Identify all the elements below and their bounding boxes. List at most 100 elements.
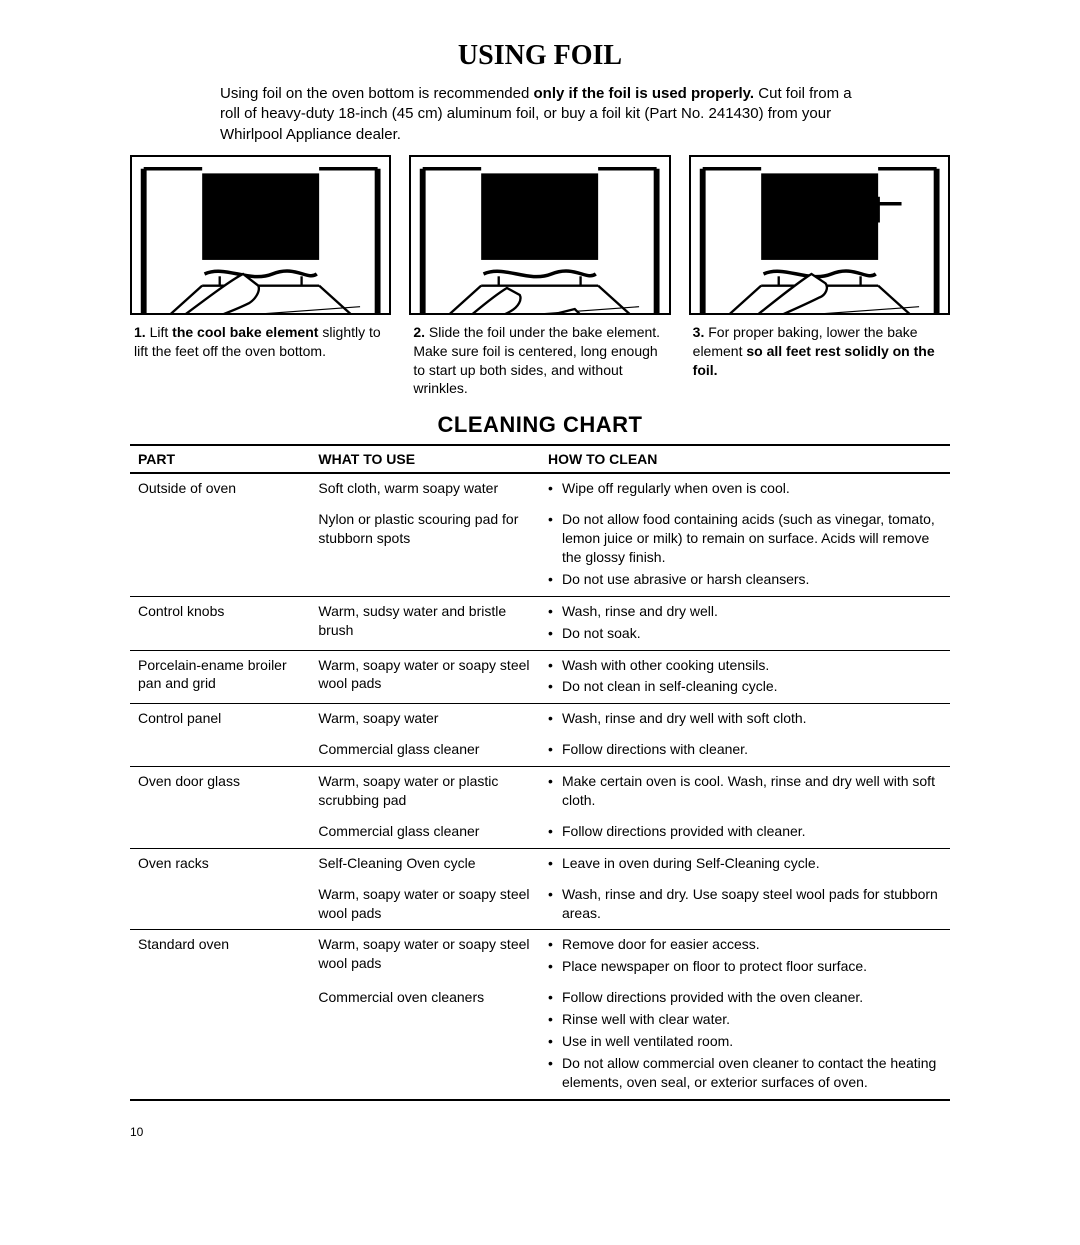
cell-how: Wash with other cooking utensils. Do not … (540, 650, 950, 704)
figure-3-illustration (689, 155, 950, 315)
how-item: Follow directions provided with the oven… (548, 988, 942, 1007)
figure-1-number: 1. (134, 324, 146, 340)
figure-1: 1. Lift the cool bake element slightly t… (130, 155, 391, 399)
how-list: Wash, rinse and dry well with soft cloth… (548, 709, 942, 728)
how-item: Wash with other cooking utensils. (548, 656, 942, 675)
th-part: PART (130, 445, 310, 473)
how-item: Wash, rinse and dry. Use soapy steel woo… (548, 885, 942, 923)
how-item: Follow directions provided with cleaner. (548, 822, 942, 841)
figure-1-illustration (130, 155, 391, 315)
cell-how: Wipe off regularly when oven is cool. (540, 473, 950, 505)
how-list: Follow directions provided with the oven… (548, 988, 942, 1091)
cell-what: Warm, sudsy water and bristle brush (310, 596, 540, 650)
cell-how: Do not allow food containing acids (such… (540, 505, 950, 596)
figure-2-text-pre: Slide the foil under the bake element. M… (413, 324, 660, 397)
cell-what: Warm, soapy water or soapy steel wool pa… (310, 930, 540, 983)
table-row: Outside of ovenSoft cloth, warm soapy wa… (130, 473, 950, 505)
table-row: Control knobsWarm, sudsy water and brist… (130, 596, 950, 650)
cell-how: Make certain oven is cool. Wash, rinse a… (540, 767, 950, 817)
how-list: Follow directions with cleaner. (548, 740, 942, 759)
how-item: Use in well ventilated room. (548, 1032, 942, 1051)
cell-how: Remove door for easier access. Place news… (540, 930, 950, 983)
th-how: HOW TO CLEAN (540, 445, 950, 473)
how-item: Rinse well with clear water. (548, 1010, 942, 1029)
cell-part (130, 817, 310, 848)
cell-how: Wash, rinse and dry well with soft cloth… (540, 704, 950, 735)
table-row: Commercial glass cleaner Follow direction… (130, 735, 950, 766)
table-row: Warm, soapy water or soapy steel wool pa… (130, 880, 950, 930)
cell-part (130, 983, 310, 1099)
table-row: Oven racksSelf-Cleaning Oven cycle Leave … (130, 848, 950, 879)
figure-3-caption: 3. For proper baking, lower the bake ele… (689, 323, 950, 380)
how-list: Wipe off regularly when oven is cool. (548, 479, 942, 498)
figure-1-text-pre: Lift (146, 324, 172, 340)
cell-part: Control knobs (130, 596, 310, 650)
page-title: USING FOIL (130, 40, 950, 72)
how-list: Remove door for easier access. Place news… (548, 935, 942, 976)
how-list: Wash with other cooking utensils. Do not … (548, 656, 942, 697)
how-item: Leave in oven during Self-Cleaning cycle… (548, 854, 942, 873)
cell-what: Warm, soapy water or soapy steel wool pa… (310, 880, 540, 930)
cell-how: Wash, rinse and dry. Use soapy steel woo… (540, 880, 950, 930)
how-list: Leave in oven during Self-Cleaning cycle… (548, 854, 942, 873)
cell-what: Nylon or plastic scouring pad for stubbo… (310, 505, 540, 596)
figure-2-number: 2. (413, 324, 425, 340)
cell-part: Control panel (130, 704, 310, 735)
how-item: Wash, rinse and dry well with soft cloth… (548, 709, 942, 728)
cell-what: Soft cloth, warm soapy water (310, 473, 540, 505)
cell-how: Follow directions with cleaner. (540, 735, 950, 766)
figure-3: 3. For proper baking, lower the bake ele… (689, 155, 950, 399)
cell-how: Leave in oven during Self-Cleaning cycle… (540, 848, 950, 879)
cell-what: Warm, soapy water (310, 704, 540, 735)
how-item: Do not clean in self-cleaning cycle. (548, 677, 942, 696)
cell-part: Oven door glass (130, 767, 310, 817)
table-row: Nylon or plastic scouring pad for stubbo… (130, 505, 950, 596)
cleaning-chart-title: CLEANING CHART (130, 412, 950, 438)
cell-how: Wash, rinse and dry well. Do not soak. (540, 596, 950, 650)
cell-what: Self-Cleaning Oven cycle (310, 848, 540, 879)
cell-part (130, 735, 310, 766)
table-row: Porcelain-ename broiler pan and gridWarm… (130, 650, 950, 704)
how-item: Remove door for easier access. (548, 935, 942, 954)
how-item: Wipe off regularly when oven is cool. (548, 479, 942, 498)
th-what: WHAT TO USE (310, 445, 540, 473)
cell-part: Outside of oven (130, 473, 310, 505)
cell-what: Warm, soapy water or soapy steel wool pa… (310, 650, 540, 704)
how-list: Wash, rinse and dry well. Do not soak. (548, 602, 942, 643)
cell-how: Follow directions provided with the oven… (540, 983, 950, 1099)
table-row: Control panelWarm, soapy water Wash, rins… (130, 704, 950, 735)
cell-what: Warm, soapy water or plastic scrubbing p… (310, 767, 540, 817)
how-item: Make certain oven is cool. Wash, rinse a… (548, 772, 942, 810)
how-list: Follow directions provided with cleaner. (548, 822, 942, 841)
cleaning-chart-table: PART WHAT TO USE HOW TO CLEAN Outside of… (130, 444, 950, 1100)
intro-bold: only if the foil is used properly. (534, 85, 755, 102)
table-row: Commercial oven cleanersFollow direction… (130, 983, 950, 1099)
cell-part: Standard oven (130, 930, 310, 983)
how-item: Do not soak. (548, 624, 942, 643)
how-list: Wash, rinse and dry. Use soapy steel woo… (548, 885, 942, 923)
cell-how: Follow directions provided with cleaner. (540, 817, 950, 848)
table-row: Standard ovenWarm, soapy water or soapy … (130, 930, 950, 983)
cell-part (130, 880, 310, 930)
figure-2-caption: 2. Slide the foil under the bake element… (409, 323, 670, 399)
cell-part (130, 505, 310, 596)
cell-part: Oven racks (130, 848, 310, 879)
cell-what: Commercial glass cleaner (310, 735, 540, 766)
cell-part: Porcelain-ename broiler pan and grid (130, 650, 310, 704)
how-item: Do not allow food containing acids (such… (548, 510, 942, 567)
how-item: Place newspaper on floor to protect floo… (548, 957, 942, 976)
how-item: Do not allow commercial oven cleaner to … (548, 1054, 942, 1092)
cell-what: Commercial glass cleaner (310, 817, 540, 848)
figure-1-caption: 1. Lift the cool bake element slightly t… (130, 323, 391, 361)
how-item: Wash, rinse and dry well. (548, 602, 942, 621)
how-item: Follow directions with cleaner. (548, 740, 942, 759)
figure-2: 2. Slide the foil under the bake element… (409, 155, 670, 399)
table-row: Oven door glassWarm, soapy water or plas… (130, 767, 950, 817)
table-row: Commercial glass cleaner Follow direction… (130, 817, 950, 848)
intro-pre: Using foil on the oven bottom is recomme… (220, 85, 534, 102)
how-list: Make certain oven is cool. Wash, rinse a… (548, 772, 942, 810)
intro-paragraph: Using foil on the oven bottom is recomme… (220, 84, 860, 145)
how-item: Do not use abrasive or harsh cleansers. (548, 570, 942, 589)
figure-1-text-bold: the cool bake element (172, 324, 318, 340)
page-number: 10 (130, 1125, 950, 1139)
